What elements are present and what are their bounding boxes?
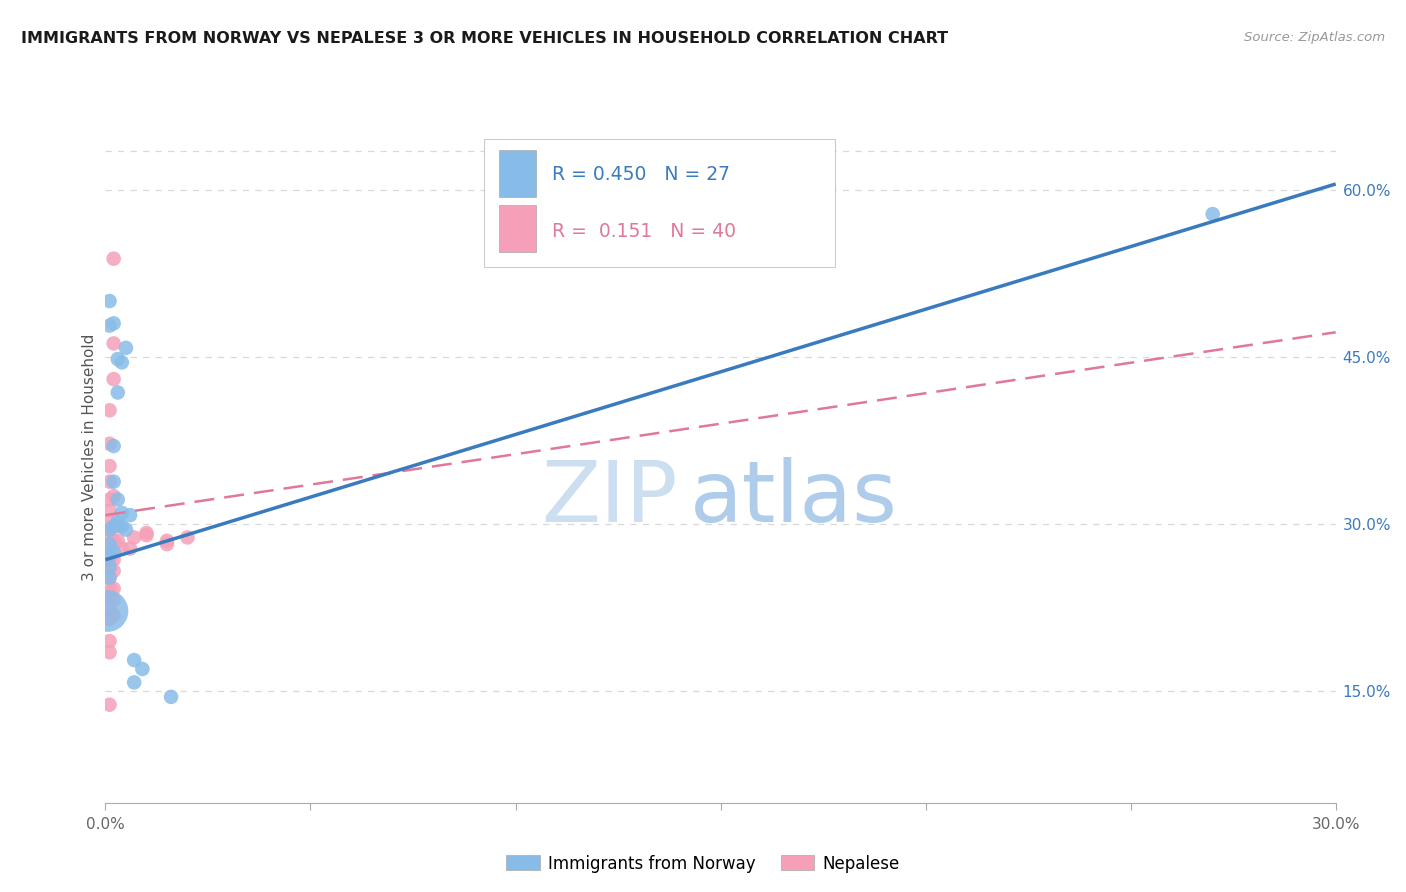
Point: [98, 645, 121, 659]
Point: [98, 698, 121, 712]
Point: [115, 341, 138, 355]
Point: [98, 533, 121, 548]
Point: [98, 318, 121, 333]
Point: [120, 508, 141, 523]
Point: [103, 533, 125, 548]
Point: [98, 548, 121, 563]
Point: [98, 562, 121, 576]
Point: [156, 533, 179, 548]
Point: [98, 523, 121, 537]
Point: [98, 571, 121, 585]
Point: [98, 537, 121, 551]
Point: [98, 437, 121, 451]
Point: [98, 600, 121, 615]
Point: [103, 519, 125, 533]
Point: [1202, 207, 1225, 221]
Point: [98, 553, 121, 567]
Point: [160, 690, 183, 704]
FancyBboxPatch shape: [484, 139, 835, 267]
Point: [122, 653, 145, 667]
Point: [103, 489, 125, 503]
Point: [96, 604, 118, 618]
Point: [98, 294, 121, 309]
Point: [103, 336, 125, 351]
Legend: Immigrants from Norway, Nepalese: Immigrants from Norway, Nepalese: [499, 848, 907, 880]
Point: [98, 515, 121, 529]
Point: [107, 519, 129, 533]
Point: [107, 533, 129, 548]
Point: [98, 582, 121, 596]
FancyBboxPatch shape: [499, 150, 536, 197]
Point: [103, 553, 125, 567]
Point: [103, 252, 125, 266]
Point: [103, 564, 125, 578]
Point: [103, 475, 125, 489]
Text: Source: ZipAtlas.com: Source: ZipAtlas.com: [1244, 31, 1385, 45]
Point: [98, 475, 121, 489]
FancyBboxPatch shape: [499, 204, 536, 252]
Point: [115, 523, 138, 537]
Point: [176, 531, 198, 545]
Point: [103, 372, 125, 386]
Point: [120, 541, 141, 556]
Point: [156, 537, 179, 551]
Point: [135, 526, 157, 541]
Point: [103, 439, 125, 453]
Point: [103, 545, 125, 559]
Point: [122, 531, 145, 545]
Point: [107, 492, 129, 507]
Point: [98, 612, 121, 626]
Point: [103, 593, 125, 607]
Point: [98, 571, 121, 585]
Point: [103, 317, 125, 331]
Point: [98, 459, 121, 474]
Text: atlas: atlas: [690, 457, 898, 541]
Point: [98, 545, 121, 559]
Point: [111, 519, 134, 533]
Point: [98, 590, 121, 604]
Point: [111, 355, 134, 369]
Point: [111, 506, 134, 520]
Point: [107, 515, 129, 529]
Text: IMMIGRANTS FROM NORWAY VS NEPALESE 3 OR MORE VEHICLES IN HOUSEHOLD CORRELATION C: IMMIGRANTS FROM NORWAY VS NEPALESE 3 OR …: [21, 31, 948, 46]
Y-axis label: 3 or more Vehicles in Household: 3 or more Vehicles in Household: [82, 334, 97, 581]
Text: ZIP: ZIP: [541, 457, 678, 541]
Point: [98, 634, 121, 648]
Point: [98, 503, 121, 517]
Point: [111, 541, 134, 556]
Point: [98, 523, 121, 537]
Point: [98, 403, 121, 417]
Text: R = 0.450   N = 27: R = 0.450 N = 27: [553, 165, 730, 185]
Point: [107, 385, 129, 400]
Point: [103, 608, 125, 623]
Text: R =  0.151   N = 40: R = 0.151 N = 40: [553, 222, 735, 241]
Point: [131, 662, 153, 676]
Point: [135, 528, 157, 542]
Point: [98, 559, 121, 574]
Point: [98, 492, 121, 507]
Point: [107, 352, 129, 367]
Point: [103, 582, 125, 596]
Point: [122, 675, 145, 690]
